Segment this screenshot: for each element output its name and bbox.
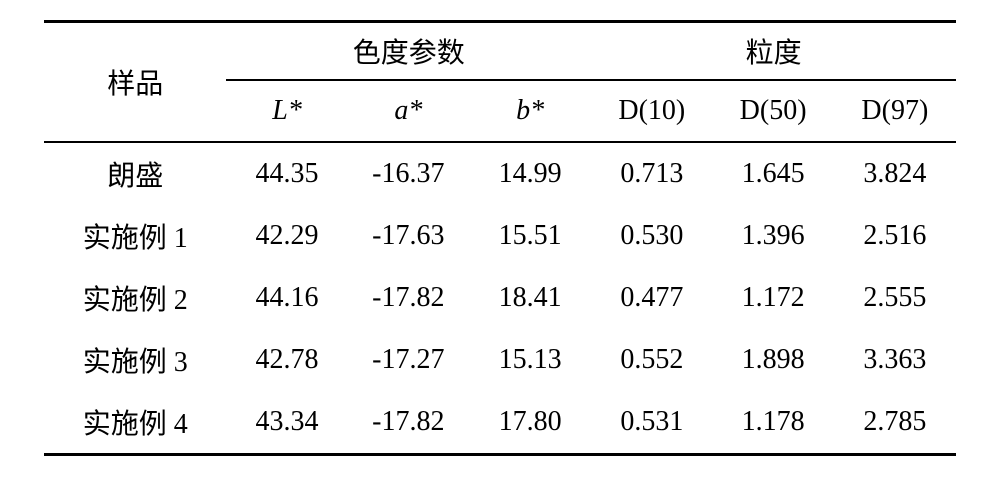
cell-d10: 0.552 (591, 329, 712, 391)
col-header-l: L* (226, 80, 347, 142)
cell-b: 18.41 (469, 267, 591, 329)
col-header-d50: D(50) (712, 80, 833, 142)
cell-d97: 3.824 (834, 142, 956, 205)
cell-d97: 2.516 (834, 205, 956, 267)
cell-b: 17.80 (469, 391, 591, 455)
cell-l: 42.29 (226, 205, 347, 267)
col-header-d10: D(10) (591, 80, 712, 142)
cell-d50: 1.178 (712, 391, 833, 455)
cell-d50: 1.396 (712, 205, 833, 267)
table-row: 实施例 1 42.29 -17.63 15.51 0.530 1.396 2.5… (44, 205, 956, 267)
table-row: 实施例 3 42.78 -17.27 15.13 0.552 1.898 3.3… (44, 329, 956, 391)
col-group-chroma: 色度参数 (226, 22, 591, 81)
cell-d10: 0.477 (591, 267, 712, 329)
cell-a: -17.63 (348, 205, 469, 267)
col-header-sample: 样品 (44, 22, 226, 143)
cell-d97: 2.785 (834, 391, 956, 455)
table-row: 实施例 4 43.34 -17.82 17.80 0.531 1.178 2.7… (44, 391, 956, 455)
cell-name: 朗盛 (44, 142, 226, 205)
cell-d97: 3.363 (834, 329, 956, 391)
col-header-d97: D(97) (834, 80, 956, 142)
cell-a: -16.37 (348, 142, 469, 205)
cell-d10: 0.531 (591, 391, 712, 455)
table-row: 朗盛 44.35 -16.37 14.99 0.713 1.645 3.824 (44, 142, 956, 205)
cell-a: -17.82 (348, 267, 469, 329)
cell-l: 44.35 (226, 142, 347, 205)
cell-name: 实施例 1 (44, 205, 226, 267)
cell-name: 实施例 4 (44, 391, 226, 455)
cell-b: 15.13 (469, 329, 591, 391)
data-table: 样品 色度参数 粒度 L* a* b* D(10) D(50) D(97) 朗盛… (44, 20, 956, 456)
cell-a: -17.82 (348, 391, 469, 455)
cell-d50: 1.898 (712, 329, 833, 391)
cell-name: 实施例 2 (44, 267, 226, 329)
cell-d10: 0.530 (591, 205, 712, 267)
col-header-a: a* (348, 80, 469, 142)
cell-d10: 0.713 (591, 142, 712, 205)
col-header-b: b* (469, 80, 591, 142)
table-header-row-1: 样品 色度参数 粒度 (44, 22, 956, 81)
cell-b: 15.51 (469, 205, 591, 267)
cell-name: 实施例 3 (44, 329, 226, 391)
cell-b: 14.99 (469, 142, 591, 205)
cell-l: 44.16 (226, 267, 347, 329)
cell-l: 43.34 (226, 391, 347, 455)
cell-d50: 1.645 (712, 142, 833, 205)
cell-d50: 1.172 (712, 267, 833, 329)
cell-l: 42.78 (226, 329, 347, 391)
col-group-granularity: 粒度 (591, 22, 956, 81)
table-container: 样品 色度参数 粒度 L* a* b* D(10) D(50) D(97) 朗盛… (0, 0, 1000, 504)
cell-a: -17.27 (348, 329, 469, 391)
table-row: 实施例 2 44.16 -17.82 18.41 0.477 1.172 2.5… (44, 267, 956, 329)
cell-d97: 2.555 (834, 267, 956, 329)
